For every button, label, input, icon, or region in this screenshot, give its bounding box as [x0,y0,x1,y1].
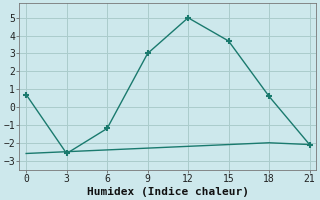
X-axis label: Humidex (Indice chaleur): Humidex (Indice chaleur) [87,186,249,197]
